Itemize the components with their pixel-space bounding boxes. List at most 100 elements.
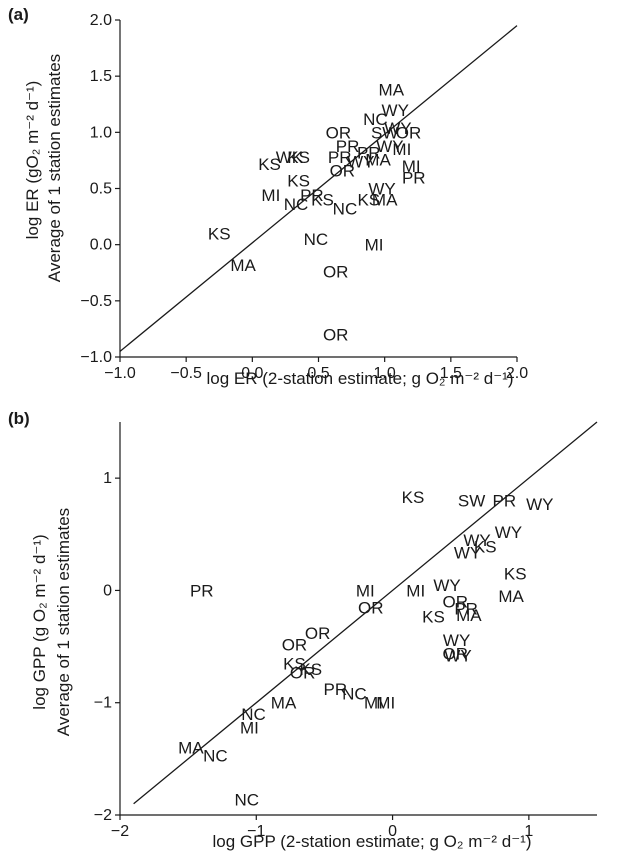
data-point-wy: WY: [495, 523, 522, 542]
x-tick-label: −2: [111, 823, 129, 840]
data-point-ks: KS: [287, 172, 310, 191]
data-point-wy: WY: [368, 180, 395, 199]
y-tick-label: −2: [94, 807, 112, 824]
data-point-ks: KS: [208, 224, 231, 243]
y-tick-label: 0.5: [90, 181, 112, 198]
data-point-or: OR: [326, 123, 352, 142]
y-axis-label-a-line1: log ER (gO₂ m⁻² d⁻¹): [23, 81, 42, 240]
data-point-ma: MA: [379, 81, 405, 100]
x-tick-label: 1.5: [440, 365, 462, 382]
data-point-mi: MI: [356, 581, 375, 600]
data-point-pr: PR: [402, 168, 426, 187]
data-point-mi: MI: [261, 186, 280, 205]
data-point-pr: PR: [454, 599, 478, 618]
panel-a-er-scatter: (a) log ER (gO₂ m⁻² d⁻¹) Average of 1 st…: [8, 5, 528, 388]
data-point-nc: NC: [304, 230, 329, 249]
data-point-or: OR: [443, 593, 469, 612]
data-point-ks: KS: [357, 191, 380, 210]
data-point-ks: KS: [258, 155, 281, 174]
x-tick-label: 2.0: [506, 365, 528, 382]
data-point-pr: PR: [357, 144, 381, 163]
data-point-mi: MI: [392, 140, 411, 159]
data-point-pr: PR: [493, 492, 517, 511]
data-point-ma: MA: [178, 739, 204, 758]
plot-area-a: −1.0 −0.5 0.0 0.5 1.0 1.5 2.0 −1.0 −0.5 0.0 0.5 1.0…: [80, 12, 528, 382]
data-point-or: OR: [330, 162, 356, 181]
data-point-or: OR: [290, 663, 316, 682]
x-tick-label: 1: [524, 823, 533, 840]
data-point-or: OR: [282, 635, 308, 654]
y-tick-label: 1.0: [90, 124, 112, 141]
data-point-pr: PR: [190, 581, 214, 600]
x-tick-label: 1.0: [374, 365, 396, 382]
data-point-wy: WY: [463, 531, 490, 550]
data-point-sw: SW: [458, 492, 485, 511]
data-point-nc: NC: [284, 195, 309, 214]
data-point-nc: NC: [241, 705, 266, 724]
x-axis-label-b: log GPP (2-station estimate; g O₂ m⁻² d⁻…: [213, 832, 532, 851]
y-axis-label-b-line1: log GPP (g O₂ m⁻² d⁻¹): [30, 534, 49, 709]
data-point-mi: MI: [365, 236, 384, 255]
data-point-ks: KS: [287, 148, 310, 167]
data-point-ma: MA: [230, 256, 256, 275]
data-point-pr: PR: [300, 186, 324, 205]
one-to-one-line: [133, 421, 598, 805]
data-point-wy: WY: [454, 543, 481, 562]
y-tick-label: 1: [103, 470, 112, 487]
one-to-one-line: [119, 25, 518, 352]
data-point-ks: KS: [283, 654, 306, 673]
data-point-ks: KS: [311, 191, 334, 210]
data-point-nc: NC: [203, 746, 228, 765]
y-tick-label: −1: [94, 695, 112, 712]
data-point-mi: MI: [376, 694, 395, 713]
data-point-wy: WY: [376, 137, 403, 156]
data-point-mi: MI: [406, 581, 425, 600]
x-axis-label-a: log ER (2-station estimate; g O₂ m⁻² d⁻¹…: [206, 369, 513, 388]
y-axis-label-a-line2: Average of 1 station estimates: [45, 54, 64, 282]
data-point-pr: PR: [324, 680, 348, 699]
data-point-mi: MI: [364, 694, 383, 713]
data-point-ks: KS: [299, 660, 322, 679]
x-tick-label: 0.5: [307, 365, 329, 382]
data-point-ma: MA: [365, 150, 391, 169]
data-point-wy: WY: [443, 631, 470, 650]
data-point-wk: WK: [276, 148, 304, 167]
x-tick-label: −0.5: [170, 365, 202, 382]
data-point-nc: NC: [333, 200, 358, 219]
y-tick-label: −0.5: [80, 293, 112, 310]
data-point-nc: NC: [234, 790, 259, 809]
y-tick-label: 0.0: [90, 237, 112, 254]
data-point-wy: WY: [433, 576, 460, 595]
data-point-ks: KS: [504, 565, 527, 584]
data-point-or: OR: [323, 326, 349, 345]
data-point-ks: KS: [474, 538, 497, 557]
panel-label-a: (a): [8, 5, 29, 24]
y-axis-label-b-line2: Average of 1 station estimates: [54, 508, 73, 736]
data-point-mi: MI: [240, 718, 259, 737]
data-point-ma: MA: [498, 587, 524, 606]
x-tick-label: −1: [247, 823, 265, 840]
data-point-wy: WY: [347, 153, 374, 172]
y-tick-label: 1.5: [90, 68, 112, 85]
y-tick-label: 2.0: [90, 12, 112, 29]
data-point-or: OR: [358, 598, 384, 617]
y-tick-label: 0: [103, 582, 112, 599]
data-point-or: OR: [323, 263, 349, 282]
data-point-pr: PR: [336, 137, 360, 156]
data-point-or: OR: [396, 123, 422, 142]
data-point-wy: WY: [382, 101, 409, 120]
x-tick-label: −1.0: [104, 365, 136, 382]
data-point-sw: SW: [371, 123, 398, 142]
data-point-nc: NC: [342, 685, 367, 704]
data-point-pr: PR: [328, 148, 352, 167]
data-point-ks: KS: [402, 488, 425, 507]
data-point-wy: WY: [526, 495, 553, 514]
data-point-or: OR: [305, 624, 331, 643]
data-point-wy: WY: [384, 119, 411, 138]
data-point-ma: MA: [456, 606, 482, 625]
data-point-nc: NC: [363, 110, 388, 129]
data-point-ma: MA: [271, 694, 297, 713]
data-point-ma: MA: [372, 191, 398, 210]
